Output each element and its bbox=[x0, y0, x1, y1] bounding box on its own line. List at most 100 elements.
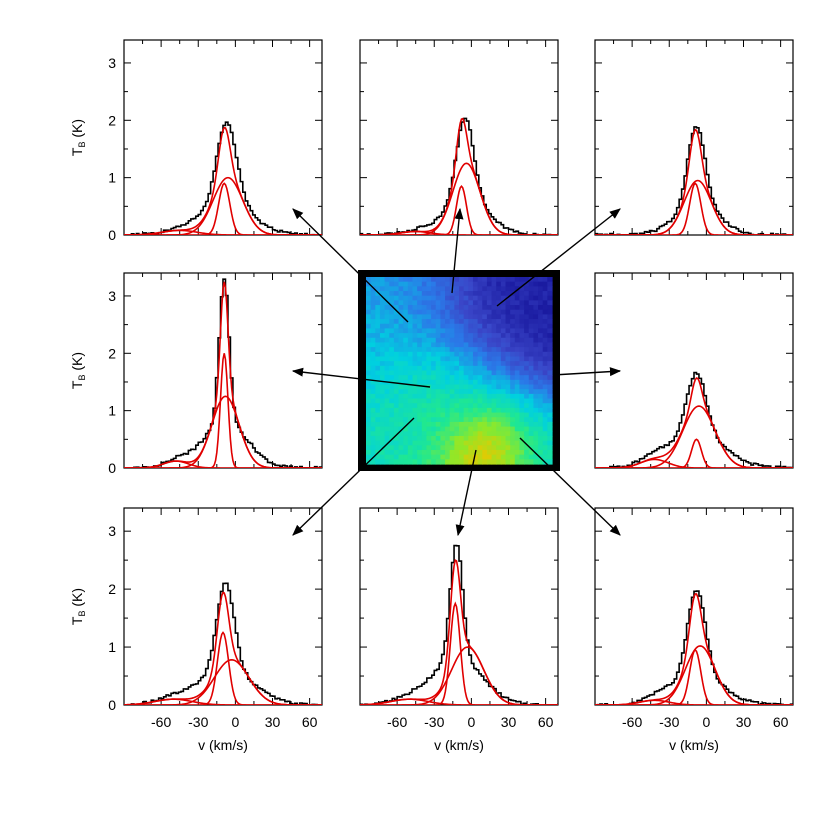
map-pixel bbox=[440, 347, 446, 353]
map-pixel bbox=[524, 449, 530, 456]
map-pixel bbox=[459, 454, 465, 460]
map-pixel bbox=[393, 291, 400, 297]
map-pixel bbox=[519, 337, 525, 344]
map-pixel bbox=[412, 314, 418, 320]
map-pixel bbox=[500, 277, 507, 283]
map-pixel bbox=[463, 426, 469, 432]
map-pixel bbox=[463, 454, 469, 460]
map-pixel bbox=[528, 389, 534, 395]
map-pixel bbox=[403, 337, 409, 344]
map-pixel bbox=[454, 342, 460, 348]
map-pixel bbox=[384, 426, 390, 432]
map-pixel bbox=[477, 454, 483, 460]
map-pixel bbox=[449, 342, 455, 348]
map-pixel bbox=[389, 319, 395, 325]
map-pixel bbox=[449, 426, 455, 432]
map-pixel bbox=[417, 337, 423, 344]
map-pixel bbox=[524, 459, 530, 465]
map-pixel bbox=[524, 356, 530, 362]
map-pixel bbox=[524, 403, 530, 409]
map-pixel bbox=[547, 440, 553, 446]
map-pixel bbox=[486, 407, 493, 414]
map-pixel bbox=[407, 361, 414, 367]
map-pixel bbox=[510, 305, 516, 311]
map-pixel bbox=[463, 328, 469, 334]
map-pixel bbox=[421, 407, 428, 414]
map-pixel bbox=[505, 356, 511, 362]
map-pixel bbox=[389, 286, 395, 292]
map-pixel bbox=[491, 393, 497, 400]
map-pixel bbox=[482, 342, 488, 348]
map-pixel bbox=[486, 356, 493, 362]
map-pixel bbox=[500, 314, 507, 320]
map-pixel bbox=[389, 393, 395, 400]
map-pixel bbox=[477, 431, 483, 437]
map-pixel bbox=[510, 389, 516, 395]
map-pixel bbox=[440, 426, 446, 432]
map-pixel bbox=[542, 435, 548, 442]
map-pixel bbox=[449, 412, 455, 418]
map-pixel bbox=[366, 309, 372, 315]
map-pixel bbox=[524, 421, 530, 428]
map-pixel bbox=[468, 389, 474, 395]
map-pixel bbox=[440, 393, 446, 400]
map-pixel bbox=[375, 291, 381, 297]
map-pixel bbox=[505, 445, 511, 451]
map-pixel bbox=[440, 459, 446, 465]
map-pixel bbox=[393, 319, 400, 325]
map-pixel bbox=[389, 445, 395, 451]
map-pixel bbox=[379, 351, 386, 358]
map-pixel bbox=[463, 305, 469, 311]
map-pixel bbox=[519, 449, 525, 456]
map-pixel bbox=[486, 445, 493, 451]
map-pixel bbox=[472, 435, 479, 442]
map-pixel bbox=[528, 431, 534, 437]
map-pixel bbox=[454, 435, 460, 442]
map-pixel bbox=[482, 356, 488, 362]
map-pixel bbox=[449, 407, 455, 414]
map-pixel bbox=[463, 459, 469, 465]
map-pixel bbox=[393, 309, 400, 315]
map-pixel bbox=[486, 454, 493, 460]
pointer-arrow bbox=[496, 208, 621, 307]
map-pixel bbox=[463, 342, 469, 348]
map-pixel bbox=[454, 393, 460, 400]
map-pixel bbox=[407, 309, 414, 315]
map-pixel bbox=[500, 403, 507, 409]
map-pixel bbox=[459, 277, 465, 283]
map-pixel bbox=[379, 421, 386, 428]
map-pixel bbox=[538, 403, 544, 409]
map-pixel bbox=[547, 314, 553, 320]
map-pixel bbox=[463, 403, 469, 409]
map-pixel bbox=[435, 445, 441, 451]
x-tick-label: -30 bbox=[188, 714, 208, 730]
map-pixel bbox=[389, 333, 395, 339]
map-pixel bbox=[538, 295, 544, 301]
map-pixel bbox=[472, 281, 479, 287]
map-pixel bbox=[510, 347, 516, 353]
map-pixel bbox=[426, 356, 432, 362]
map-pixel bbox=[421, 337, 428, 344]
map-pixel bbox=[491, 300, 497, 306]
map-pixel bbox=[500, 379, 507, 386]
map-pixel bbox=[375, 454, 381, 460]
map-pixel bbox=[435, 403, 441, 409]
map-pixel bbox=[431, 454, 437, 460]
map-pixel bbox=[538, 379, 544, 386]
map-pixel bbox=[491, 314, 497, 320]
map-pixel bbox=[389, 389, 395, 395]
map-pixel bbox=[454, 403, 460, 409]
map-pixel bbox=[389, 342, 395, 348]
map-pixel bbox=[440, 407, 446, 414]
gaussian-component bbox=[124, 353, 322, 468]
map-pixel bbox=[384, 412, 390, 418]
map-pixel bbox=[505, 351, 511, 358]
map-pixel bbox=[463, 421, 469, 428]
map-pixel bbox=[389, 375, 395, 381]
map-pixel bbox=[514, 323, 521, 330]
map-pixel bbox=[505, 323, 511, 330]
map-pixel bbox=[440, 333, 446, 339]
map-pixel bbox=[524, 379, 530, 386]
map-pixel bbox=[491, 398, 497, 404]
map-pixel bbox=[435, 337, 441, 344]
